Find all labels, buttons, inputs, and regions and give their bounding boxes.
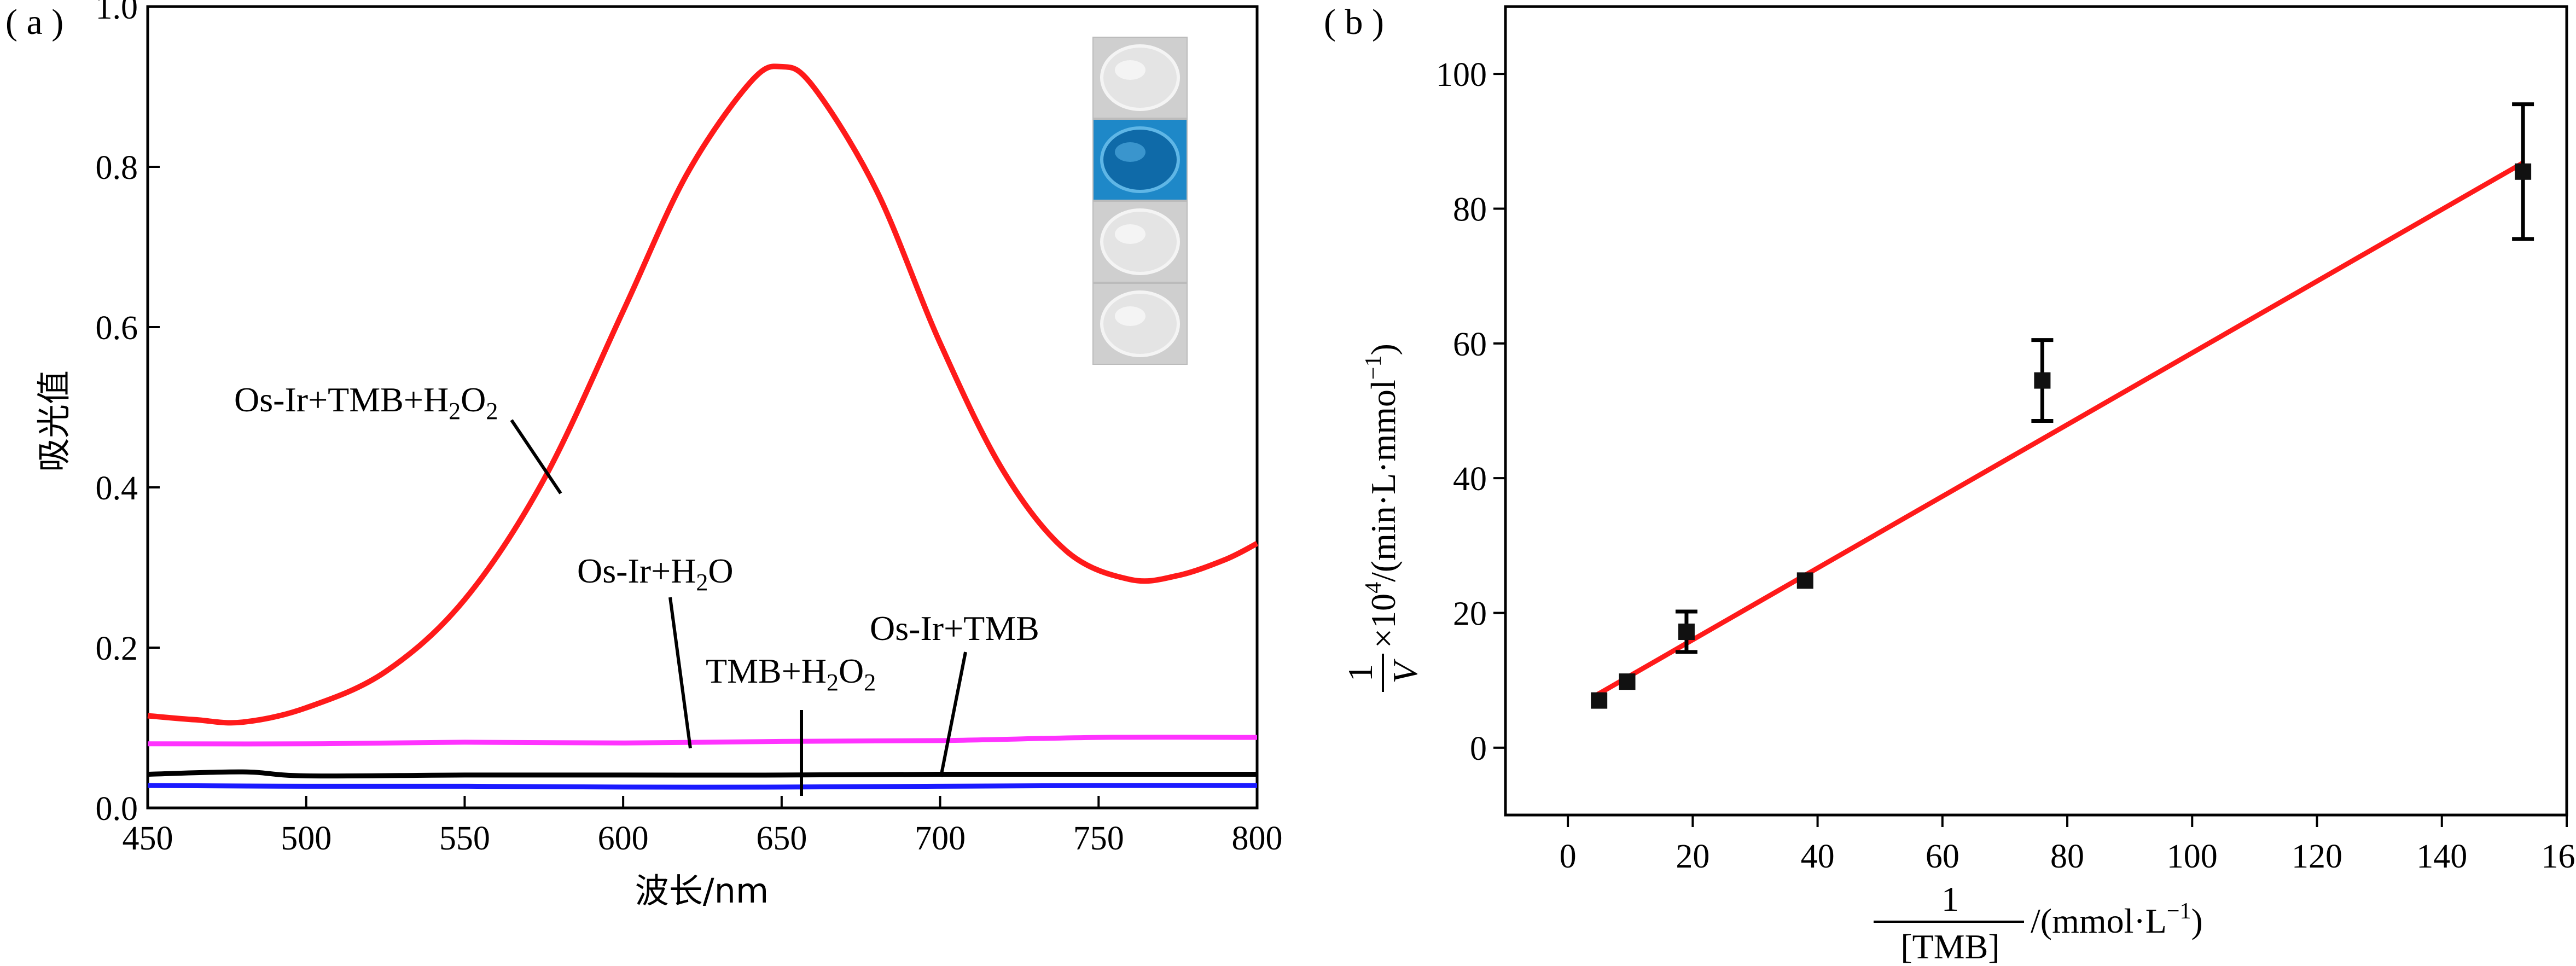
panel-a-x-tick-label: 700 (915, 820, 966, 857)
inset-photo-clear (1092, 37, 1188, 119)
annotation-magenta-leader (668, 597, 692, 749)
panel-a-y-axis: 0.0 0.2 0.4 0.6 0.8 1.0 (96, 0, 160, 828)
annotation-black-label: Os-Ir+TMB (870, 609, 1039, 648)
panel-b-ylabel-denominator: V (1386, 659, 1424, 684)
annotation-black-leader (939, 651, 967, 777)
panel-b-ylabel-numerator: 1 (1341, 664, 1380, 682)
annotation-magenta-label: Os-Ir+H2O (577, 551, 734, 596)
data-point (1591, 692, 1608, 709)
panel-a-plot-frame (146, 5, 1259, 810)
inset-photo-clear (1092, 201, 1188, 283)
fit-line (1591, 160, 2525, 700)
panel-b-xlabel-numerator: 1 (1941, 880, 1959, 918)
inset-well (1100, 44, 1180, 111)
panel-a-x-tick-label: 650 (756, 820, 807, 857)
panel-b-xlabel: 1 [TMB] /(mmol·L−1) (1874, 880, 2203, 966)
panel-b-points (1591, 102, 2534, 709)
panel-a-x-tick-label: 500 (281, 820, 332, 857)
panel-a-y-tick-label: 1.0 (96, 0, 138, 26)
series-line-3 (147, 783, 1258, 790)
panel-a-series (147, 63, 1259, 790)
inset-well-highlight (1115, 224, 1145, 244)
panel-a-y-tick-label: 0.8 (96, 149, 138, 187)
panel-b-y-tick-label: 40 (1453, 461, 1487, 498)
inset-well-highlight (1115, 306, 1145, 326)
panel-a-x-tick-label: 550 (439, 820, 490, 857)
panel-b-plot-frame (1504, 5, 2568, 817)
panel-a-y-tick-label: 0.4 (96, 470, 138, 507)
panel-b-y-tick-label: 20 (1453, 596, 1487, 633)
panel-a-y-tick-label: 0.0 (96, 790, 138, 828)
inset-well-highlight (1115, 60, 1145, 80)
panel-b-y-tick-label: 100 (1436, 56, 1487, 94)
data-point (2034, 372, 2051, 389)
data-point (2515, 163, 2532, 180)
panel-b-x-tick-label: 100 (2167, 838, 2218, 875)
panel-a-y-tick-label: 0.2 (96, 630, 138, 667)
panel-b-x-tick-label: 140 (2416, 838, 2467, 875)
panel-a-x-axis: 450 500 550 600 650 700 750 800 (123, 796, 1283, 857)
series-line-2 (147, 769, 1257, 779)
panel-b-label: ( b ) (1324, 2, 1384, 42)
inset-well (1100, 208, 1180, 275)
panel-b-x-axis: 0 20 40 60 80 100 120 140 160 (1560, 815, 2576, 875)
panel-b-fit (1591, 160, 2525, 700)
annotation-red-label: Os-Ir+TMB+H2O2 (234, 380, 498, 424)
annotation-red-leader (510, 419, 562, 494)
panel-b-x-tick-label: 40 (1801, 838, 1835, 875)
inset-photos (1092, 37, 1188, 365)
panel-b-x-tick-label: 60 (1926, 838, 1959, 875)
panel-b-xlabel-suffix: /(mmol·L−1) (2031, 899, 2203, 940)
panel-b-y-axis: 0 20 40 60 80 100 (1436, 56, 1505, 767)
panel-b-x-tick-label: 160 (2542, 838, 2576, 875)
panel-b-x-tick-label: 80 (2050, 838, 2084, 875)
panel-b-x-tick-label: 0 (1560, 838, 1577, 875)
panel-a-x-tick-label: 600 (598, 820, 649, 857)
panel-b-y-tick-label: 0 (1470, 730, 1487, 767)
panel-a-ylabel: 吸光值 (34, 370, 74, 472)
inset-photo-clear (1092, 283, 1188, 365)
panel-b-x-tick-label: 20 (1676, 838, 1709, 875)
series-line-1 (147, 735, 1258, 747)
panel-b-x-tick-label: 120 (2292, 838, 2342, 875)
panel-b-ylabel: 1 V ×104/(min·L·mmol−1) (1341, 344, 1424, 692)
panel-a-xlabel: 波长/nm (635, 871, 769, 911)
data-point (1796, 572, 1813, 589)
panel-a-y-tick-label: 0.6 (96, 310, 138, 347)
panel-b-ylabel-rest: ×104/(min·L·mmol−1) (1361, 344, 1403, 648)
inset-photo-blue (1092, 119, 1188, 201)
panel-a-x-tick-label: 750 (1073, 820, 1124, 857)
panel-b-xlabel-denominator: [TMB] (1900, 927, 1999, 966)
series-line-0 (147, 63, 1259, 726)
panel-b-y-tick-label: 60 (1453, 326, 1487, 363)
panel-a-x-tick-label: 800 (1232, 820, 1283, 857)
annotation-blue-label: TMB+H2O2 (706, 651, 876, 696)
data-point (1678, 623, 1695, 640)
inset-well (1100, 126, 1180, 193)
data-point (1619, 673, 1636, 690)
panel-a-x-tick-label: 450 (123, 820, 173, 857)
inset-well (1100, 290, 1180, 357)
panel-a-label: ( a ) (5, 2, 63, 42)
panel-a: ( a ) 0.0 0.2 0.4 0.6 0.8 1.0 450 500 550 600 650… (5, 0, 1283, 911)
panel-b: ( b ) 0 20 40 60 80 100 0 20 40 60 80 100 120 140 160… (1324, 2, 2576, 966)
panel-b-y-tick-label: 80 (1453, 191, 1487, 229)
inset-well-highlight (1115, 142, 1145, 162)
